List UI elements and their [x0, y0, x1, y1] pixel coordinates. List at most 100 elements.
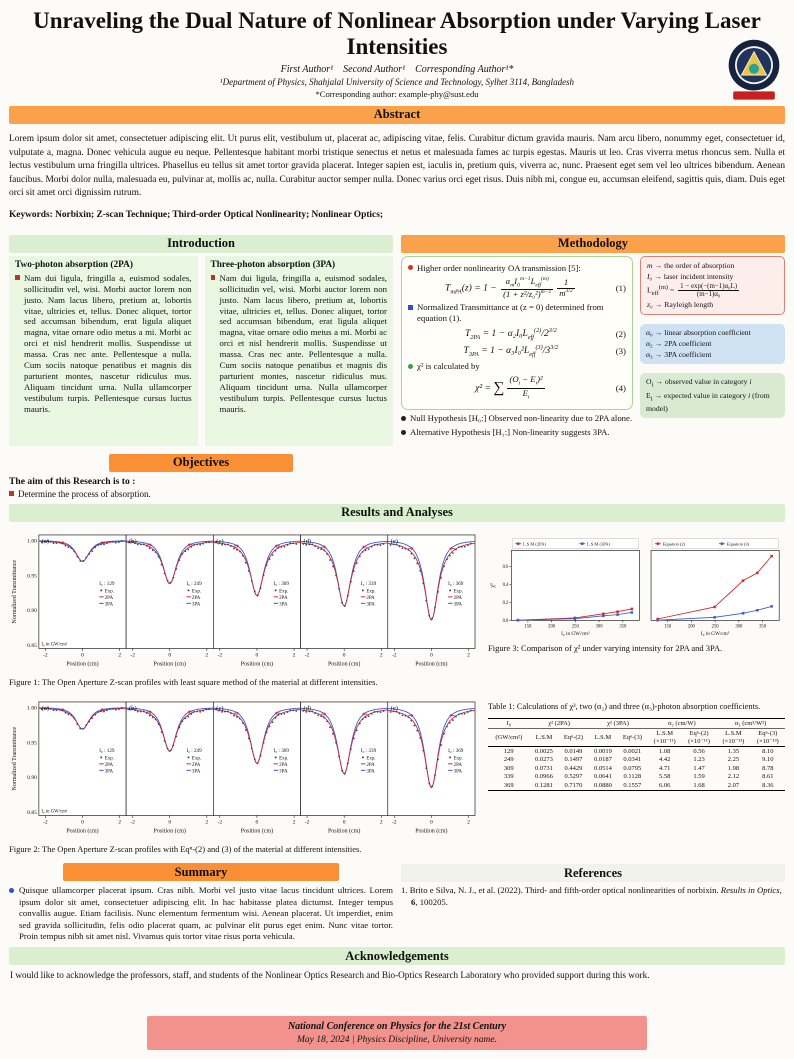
green-dot-bullet-icon	[408, 363, 413, 369]
svg-text:2: 2	[467, 652, 470, 658]
svg-text:250: 250	[712, 624, 720, 629]
methodology-heading: Methodology	[401, 234, 785, 253]
table-col-group: α₂ (cm/W)	[647, 718, 717, 729]
svg-text:I₀ in GW/cm²: I₀ in GW/cm²	[561, 631, 590, 637]
svg-text:(d): (d)	[304, 538, 312, 545]
svg-text:-2: -2	[43, 652, 48, 658]
three-photon-box: Three-photon absorption (3PA) Nam dui li…	[204, 255, 393, 446]
svg-text:0.2: 0.2	[503, 601, 509, 606]
table1-block: Table 1: Calculations of χ², two (α₂) an…	[488, 694, 785, 791]
table-cell: 6.06	[659, 781, 671, 789]
svg-text:Exp.: Exp.	[279, 756, 288, 761]
abstract-text: Lorem ipsum dolor sit amet, consectetuer…	[9, 133, 785, 199]
table-row: 249 0.0273 0.1497 0.0187 0.0341 4.42 1.23 2.25 9…	[488, 755, 785, 764]
svg-text:200: 200	[548, 624, 556, 629]
table-col-group: I₀	[488, 718, 530, 729]
svg-text:2PA: 2PA	[454, 763, 463, 768]
affiliation-line: ¹Department of Physics, Shahjalal Univer…	[219, 76, 575, 87]
equation-2-number: (2)	[615, 329, 626, 340]
svg-text:Equation (3): Equation (3)	[727, 541, 750, 546]
svg-text:3PA: 3PA	[279, 602, 288, 607]
note-line: z₀ → Rayleigh length	[647, 299, 714, 309]
svg-text:-2: -2	[130, 652, 135, 658]
table-col-header: L.S.M	[594, 733, 612, 741]
results-row-1: 1.00 0.95 0.90 0.85 Normalized Transmittance…	[9, 527, 785, 688]
table-cell: 0.0641	[593, 773, 612, 781]
figure1-block: 1.00 0.95 0.90 0.85 Normalized Transmittance…	[9, 527, 479, 688]
acknowledgements-text: I would like to acknowledge the professo…	[10, 970, 650, 981]
table-cell: 1.35	[727, 747, 740, 755]
svg-text:-2: -2	[218, 819, 223, 825]
svg-text:Position (cm): Position (cm)	[154, 827, 186, 834]
table-cell: 0.0187	[593, 756, 612, 764]
equation-1-number: (1)	[615, 283, 626, 293]
svg-text:Exp.: Exp.	[192, 756, 201, 761]
methodology-bullet-1: Higher order nonlinearity OA transmissio…	[408, 263, 626, 274]
svg-text:0.0: 0.0	[503, 619, 509, 624]
methodology-column: Methodology Higher order nonlinearity OA…	[401, 230, 785, 441]
note-line: m → the order of absorption	[647, 260, 735, 270]
svg-text:(c): (c)	[216, 705, 223, 712]
table-col-header: (GW/cm²)	[495, 733, 523, 741]
svg-text:150: 150	[664, 624, 672, 629]
introduction-column: Introduction Two-photon absorption (2PA)…	[9, 230, 393, 499]
svg-text:250: 250	[572, 624, 580, 629]
introduction-heading: Introduction	[9, 234, 393, 253]
table-cell: 2.12	[727, 773, 740, 781]
svg-text:-2: -2	[392, 819, 397, 825]
university-logo	[725, 38, 783, 110]
svg-text:Exp.: Exp.	[366, 756, 375, 761]
table-col-header: L.S.M	[535, 733, 553, 741]
svg-text:(b): (b)	[129, 705, 137, 712]
svg-text:2: 2	[293, 652, 296, 658]
summary-references-row: Summary Quisque ullamcorper placerat ips…	[9, 859, 785, 942]
summary-text: Quisque ullamcorper placerat ipsum. Cras…	[9, 885, 393, 942]
svg-text:-2: -2	[130, 819, 135, 825]
svg-text:2: 2	[380, 652, 383, 658]
svg-text:0: 0	[430, 819, 433, 825]
note-line: α₂ → 2PA coefficient	[646, 338, 712, 348]
table-cell: 0.0019	[593, 747, 612, 755]
coefficients-table: I₀ χ² (2PA) χ² (3PA) α₂ (cm/W) α₃ (cm³/W²) (G…	[488, 717, 785, 791]
square-bullet-icon	[15, 275, 20, 280]
svg-text:2PA: 2PA	[454, 596, 463, 601]
authors-line: First Author¹ Second Author¹ Correspondi…	[280, 63, 514, 75]
table-cell: 0.4429	[564, 764, 583, 772]
table-cell: 0.0273	[535, 756, 553, 764]
table-col-header: L.S.M (×10⁻¹¹)	[653, 729, 676, 745]
svg-text:0.95: 0.95	[27, 573, 37, 579]
svg-text:I₀ in GW/cm²: I₀ in GW/cm²	[701, 631, 730, 637]
table-cell: 0.0795	[623, 764, 642, 772]
equation-1: TmPA(z) = 1 − αmI0m−1Leff(m) (1 + z²/z₀²)…	[445, 275, 575, 300]
svg-text:0: 0	[256, 819, 259, 825]
svg-text:L.S.M (2PA): L.S.M (2PA)	[523, 541, 546, 546]
svg-text:I₀ : 369: I₀ : 369	[448, 748, 464, 754]
abstract-section: Abstract Lorem ipsum dolor sit amet, con…	[9, 101, 785, 230]
table-cell: 0.7170	[564, 781, 583, 789]
table-cell: 2.07	[727, 781, 740, 789]
svg-text:0: 0	[256, 652, 259, 658]
svg-text:2PA: 2PA	[192, 763, 201, 768]
svg-text:300: 300	[596, 624, 604, 629]
figure3-chisquare-chart: 150 200 250 300 350 0.0 0.2 0.4 0.6 I₀ in GW/cm² L…	[490, 538, 780, 637]
svg-text:Position (cm): Position (cm)	[328, 827, 360, 834]
svg-text:Position (cm): Position (cm)	[241, 827, 273, 834]
svg-text:0: 0	[81, 819, 84, 825]
svg-text:3PA: 3PA	[105, 602, 114, 607]
svg-text:0.95: 0.95	[27, 740, 37, 746]
svg-text:2: 2	[118, 652, 121, 658]
svg-text:χ²: χ²	[490, 583, 496, 588]
introduction-columns: Two-photon absorption (2PA) Nam dui ligu…	[9, 255, 393, 446]
references-column: References 1. Brito e Silva, N. J., et a…	[401, 859, 785, 908]
svg-text:-2: -2	[305, 652, 310, 658]
svg-text:I₀ : 339: I₀ : 339	[361, 581, 377, 587]
table-row: 129 0.0025 0.0149 0.0019 0.0021 1.08 0.56 1.35 8…	[488, 746, 785, 755]
table-cell: 1.59	[693, 773, 705, 781]
alternative-hypothesis: Alternative Hypothesis [H₁:] Non-lineari…	[401, 427, 633, 438]
black-dot-bullet-icon	[401, 415, 406, 421]
table-cell: 0.0731	[535, 764, 553, 772]
svg-text:300: 300	[735, 624, 743, 629]
table-cell: 1.23	[693, 756, 705, 764]
svg-text:L.S.M (3PA): L.S.M (3PA)	[587, 541, 610, 546]
svg-text:3PA: 3PA	[105, 769, 114, 774]
